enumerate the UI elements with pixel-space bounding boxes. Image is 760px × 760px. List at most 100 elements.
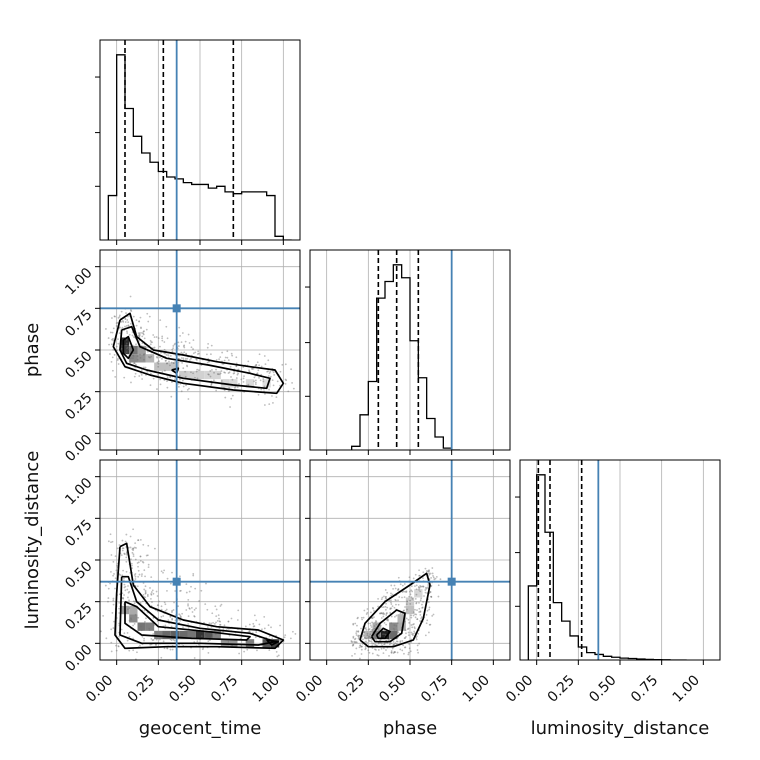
sample-point: [122, 547, 125, 550]
sample-point: [122, 597, 125, 600]
sample-point: [156, 604, 159, 607]
sample-point: [390, 584, 393, 587]
sample-point: [401, 596, 403, 599]
sample-point: [141, 332, 143, 334]
sample-point: [406, 600, 408, 603]
sample-point: [147, 320, 150, 323]
sample-point: [427, 631, 430, 634]
sample-point: [412, 632, 415, 635]
sample-point: [138, 375, 141, 377]
sample-point: [428, 623, 431, 626]
sample-point: [166, 337, 169, 340]
x-tick-label: 1.00: [250, 672, 283, 705]
sample-point: [161, 339, 164, 342]
sample-point: [230, 617, 233, 620]
sample-point: [399, 648, 402, 651]
sample-point: [126, 639, 129, 642]
sample-point: [122, 569, 125, 572]
sample-point: [397, 576, 400, 579]
sample-point: [367, 649, 370, 652]
density-cell: [397, 614, 406, 623]
sample-point: [145, 554, 148, 557]
sample-point: [421, 585, 423, 588]
sample-point: [169, 376, 172, 378]
sample-point: [391, 593, 394, 596]
sample-point: [180, 615, 182, 618]
sample-point: [188, 387, 190, 390]
sample-point: [198, 352, 200, 355]
sample-point: [411, 597, 414, 600]
sample-point: [142, 330, 145, 333]
sample-point: [258, 376, 260, 379]
y-tick-label: 0.50: [62, 558, 95, 591]
sample-point: [352, 643, 355, 646]
sample-point: [112, 337, 114, 340]
sample-point: [284, 382, 287, 385]
sample-point: [216, 373, 219, 375]
sample-point: [206, 346, 209, 349]
density-cell: [397, 622, 406, 631]
sample-point: [142, 582, 145, 584]
sample-point: [248, 630, 251, 632]
sample-point: [419, 610, 422, 613]
sample-point: [181, 379, 184, 382]
sample-point: [128, 333, 131, 336]
sample-point: [382, 652, 385, 655]
sample-point: [430, 595, 433, 598]
sample-point: [231, 354, 234, 357]
sample-point: [153, 336, 156, 339]
sample-point: [263, 355, 266, 357]
sample-point: [172, 609, 175, 611]
sample-point: [380, 617, 383, 619]
sample-point: [170, 395, 173, 398]
sample-point: [132, 315, 135, 318]
sample-point: [390, 642, 393, 645]
sample-point: [404, 646, 407, 649]
sample-point: [230, 376, 232, 378]
sample-point: [254, 383, 257, 386]
sample-point: [140, 629, 143, 632]
sample-point: [123, 586, 126, 589]
sample-point: [390, 601, 392, 604]
sample-point: [165, 354, 168, 356]
sample-point: [118, 607, 121, 610]
sample-point: [414, 597, 417, 600]
sample-point: [219, 620, 221, 623]
sample-point: [270, 626, 272, 629]
sample-point: [244, 625, 247, 628]
sample-point: [160, 570, 163, 573]
sample-point: [375, 638, 377, 641]
x-tick-label: 0.00: [83, 672, 116, 705]
sample-point: [388, 654, 390, 657]
sample-point: [143, 588, 146, 591]
sample-point: [235, 365, 238, 367]
sample-point: [414, 608, 416, 611]
sample-point: [269, 375, 272, 378]
sample-point: [426, 586, 429, 589]
sample-point: [116, 321, 119, 324]
sample-point: [118, 635, 121, 638]
sample-point: [394, 615, 396, 618]
sample-point: [429, 623, 432, 626]
sample-point: [135, 319, 138, 322]
x-axis-label-phase: phase: [383, 718, 437, 739]
sample-point: [256, 361, 259, 364]
sample-point: [245, 641, 248, 643]
sample-point: [187, 615, 190, 618]
sample-point: [187, 626, 190, 629]
sample-point: [157, 604, 160, 607]
sample-point: [150, 597, 152, 600]
sample-point: [228, 386, 231, 389]
sample-point: [142, 593, 145, 596]
sample-point: [431, 572, 434, 575]
sample-point: [413, 630, 416, 633]
sample-point: [163, 369, 166, 372]
sample-point: [242, 381, 245, 383]
sample-point: [439, 578, 442, 581]
sample-point: [169, 615, 172, 618]
sample-point: [129, 295, 132, 298]
panel-content: [100, 250, 295, 450]
sample-point: [251, 368, 254, 370]
sample-point: [118, 314, 121, 317]
sample-point: [193, 615, 196, 618]
